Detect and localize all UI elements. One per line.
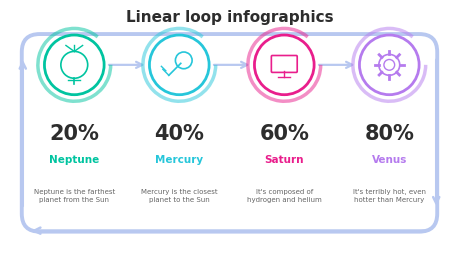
Text: Linear loop infographics: Linear loop infographics bbox=[126, 10, 333, 25]
Circle shape bbox=[155, 41, 204, 89]
Text: 20%: 20% bbox=[50, 124, 99, 144]
Text: It's composed of
hydrogen and helium: It's composed of hydrogen and helium bbox=[247, 189, 322, 203]
Text: Saturn: Saturn bbox=[264, 155, 304, 165]
Text: 60%: 60% bbox=[259, 124, 309, 144]
Text: 40%: 40% bbox=[154, 124, 204, 144]
Text: Neptune: Neptune bbox=[49, 155, 100, 165]
Circle shape bbox=[260, 41, 309, 89]
Text: Venus: Venus bbox=[372, 155, 407, 165]
Circle shape bbox=[50, 41, 99, 89]
Text: Mercury is the closest
planet to the Sun: Mercury is the closest planet to the Sun bbox=[141, 189, 218, 203]
Text: Neptune is the farthest
planet from the Sun: Neptune is the farthest planet from the … bbox=[34, 189, 115, 203]
Circle shape bbox=[365, 41, 414, 89]
Text: It's terribly hot, even
hotter than Mercury: It's terribly hot, even hotter than Merc… bbox=[353, 189, 426, 203]
Text: Mercury: Mercury bbox=[155, 155, 203, 165]
Text: 80%: 80% bbox=[364, 124, 414, 144]
